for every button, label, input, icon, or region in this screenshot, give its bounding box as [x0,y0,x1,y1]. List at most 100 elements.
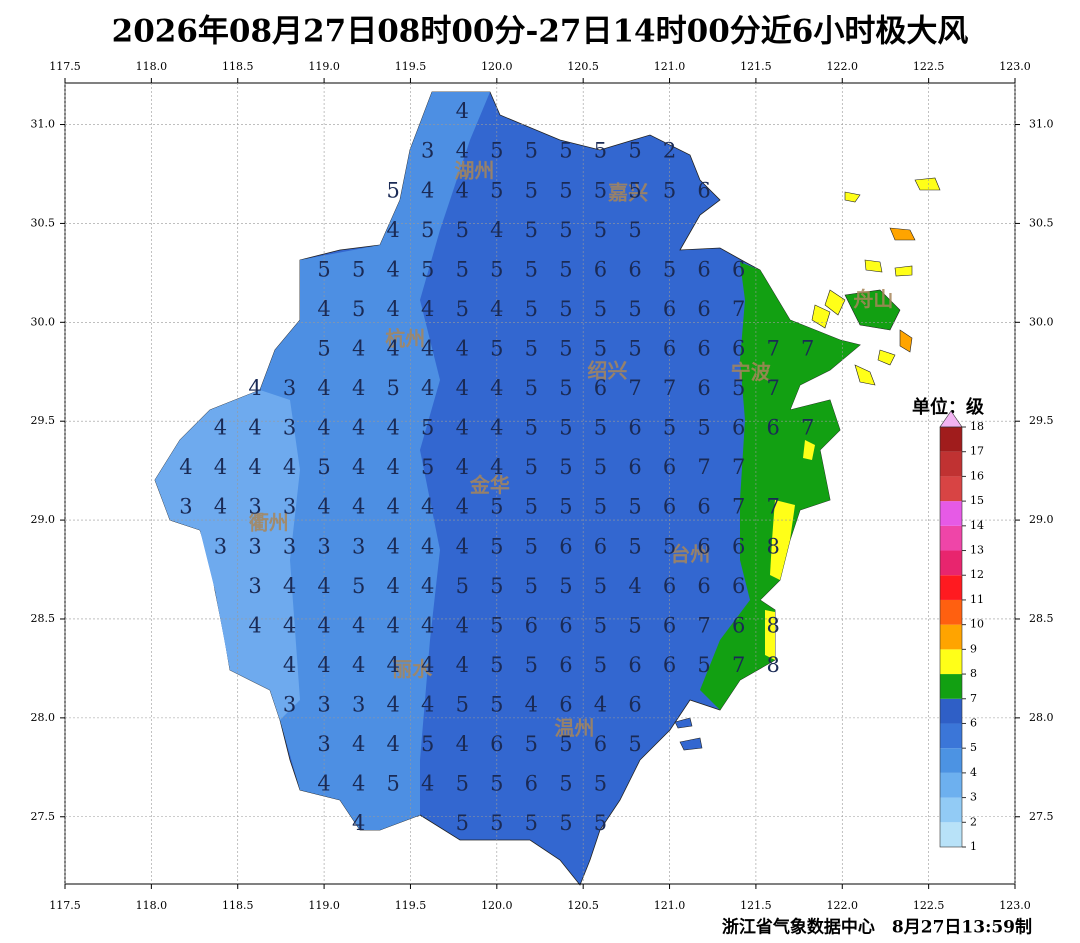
wind-level: 4 [421,297,434,321]
colorbar-bin [940,550,962,576]
city-label: 台州 [670,542,710,566]
wind-level: 5 [628,495,641,519]
wind-level: 5 [352,574,365,598]
region-level-8 [803,440,815,460]
wind-level: 7 [801,337,814,361]
wind-level: 6 [525,772,538,796]
wind-level: 7 [766,337,779,361]
wind-level: 5 [628,732,641,756]
wind-level: 4 [421,772,434,796]
wind-level: 6 [663,653,676,677]
wind-level: 5 [628,139,641,163]
wind-level: 5 [490,574,503,598]
wind-level: 5 [663,178,676,202]
wind-level: 5 [421,257,434,281]
wind-level: 7 [732,297,745,321]
colorbar-label: 18 [970,420,984,433]
wind-level: 6 [697,376,710,400]
wind-level: 5 [559,455,572,479]
wind-level: 4 [317,297,330,321]
colorbar-label: 4 [970,766,977,779]
wind-level: 5 [628,337,641,361]
wind-level: 4 [525,693,538,717]
wind-level: 5 [628,534,641,558]
wind-level: 6 [697,297,710,321]
wind-level: 6 [697,495,710,519]
wind-level: 4 [283,455,296,479]
x-tick-label: 122.0 [827,899,859,912]
island [824,289,846,316]
wind-level: 7 [732,495,745,519]
island [844,191,861,203]
wind-level: 6 [732,613,745,637]
y-tick-label: 29.5 [1029,414,1054,427]
wind-level: 5 [525,732,538,756]
wind-level: 6 [663,455,676,479]
wind-level: 4 [421,534,434,558]
wind-level: 5 [386,178,399,202]
wind-level: 3 [179,495,192,519]
wind-level: 6 [732,257,745,281]
wind-level: 3 [283,416,296,440]
colorbar-label: 1 [970,840,977,853]
wind-level: 4 [352,732,365,756]
wind-level: 4 [456,337,469,361]
colorbar-bin [940,525,962,551]
wind-level: 4 [594,693,607,717]
colorbar-label: 17 [970,445,984,458]
wind-level: 4 [421,574,434,598]
wind-level: 4 [421,337,434,361]
wind-level: 6 [697,257,710,281]
wind-level: 4 [421,613,434,637]
y-tick-label: 28.0 [31,711,56,724]
wind-level: 4 [456,653,469,677]
wind-level: 5 [456,257,469,281]
wind-level: 4 [456,99,469,123]
city-label: 温州 [555,716,595,740]
wind-level: 4 [352,495,365,519]
wind-level: 5 [525,653,538,677]
city-label: 丽水 [392,657,433,681]
wind-level: 5 [525,495,538,519]
wind-level: 4 [352,811,365,835]
footer: 浙江省气象数据中心 8月27日13:59制 [722,917,1032,938]
wind-level: 6 [594,534,607,558]
wind-level: 5 [594,416,607,440]
wind-level: 4 [352,416,365,440]
wind-level: 4 [421,653,434,677]
wind-level: 6 [628,455,641,479]
wind-level: 4 [248,416,261,440]
x-tick-label: 122.5 [913,60,945,73]
region-level-3 [155,390,300,720]
wind-level: 7 [628,376,641,400]
wind-level: 6 [628,693,641,717]
colorbar-bin [940,822,962,847]
colorbar-frame [939,426,963,848]
wind-level: 3 [352,693,365,717]
wind-level: 3 [248,574,261,598]
wind-level: 4 [490,455,503,479]
wind-level: 4 [317,574,330,598]
title: 2026年08月27日08时00分-27日14时00分近6小时极大风 [112,14,969,50]
wind-level: 4 [456,139,469,163]
wind-level: 4 [386,693,399,717]
wind-level: 4 [421,178,434,202]
x-tick-label: 117.5 [49,899,81,912]
wind-level: 4 [352,455,365,479]
colorbar-bin [940,797,962,823]
wind-level: 3 [214,534,227,558]
wind-level: 4 [317,416,330,440]
wind-level: 3 [283,376,296,400]
wind-level: 5 [317,337,330,361]
wind-level: 6 [559,613,572,637]
wind-level: 4 [628,574,641,598]
region-level-7 [700,262,860,710]
wind-level: 5 [594,337,607,361]
y-tick-label: 29.5 [31,414,56,427]
wind-level: 4 [386,455,399,479]
island [844,289,901,331]
colorbar-label: 9 [970,642,977,655]
colorbar-label: 10 [970,618,984,631]
colorbar-bin [940,476,962,502]
wind-level: 6 [766,416,779,440]
